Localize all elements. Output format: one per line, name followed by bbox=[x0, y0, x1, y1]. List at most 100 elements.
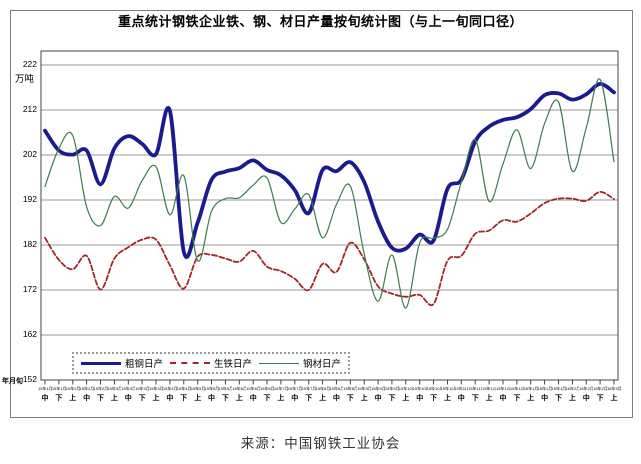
x-month-label: 15年9月 bbox=[384, 386, 399, 391]
x-period-label: 下 bbox=[305, 395, 313, 402]
legend-entry-钢材日产: 钢材日产 bbox=[258, 356, 341, 370]
x-period-label: 上 bbox=[235, 395, 243, 402]
legend-label: 粗钢日产 bbox=[124, 359, 163, 370]
x-month-label: 15年2月 bbox=[93, 386, 108, 391]
chart-title: 重点统计钢铁企业铁、钢、材日产量按旬统计图（与上一旬同口径） bbox=[117, 14, 523, 29]
x-period-label: 上 bbox=[319, 395, 327, 402]
x-period-label: 下 bbox=[138, 395, 146, 402]
x-month-label: 15年6月 bbox=[260, 386, 274, 391]
x-period-label: 上 bbox=[277, 395, 285, 402]
x-month-label: 15年12月 bbox=[482, 386, 496, 391]
x-month-label: 15年8月 bbox=[343, 386, 358, 391]
series-lines bbox=[43, 78, 616, 309]
x-month-label: 15年12月 bbox=[509, 386, 524, 391]
x-period-label: 上 bbox=[69, 395, 77, 402]
x-month-label: 15年2月 bbox=[65, 386, 80, 391]
x-month-label: 15年7月 bbox=[273, 386, 288, 391]
y-tick-label-162: 162 bbox=[22, 329, 37, 339]
x-month-label: 15年3月 bbox=[107, 386, 122, 391]
series-line-钢材日产 bbox=[44, 78, 615, 309]
legend-entry-生铁日产: 生铁日产 bbox=[169, 356, 252, 370]
x-period-label: 下 bbox=[346, 395, 354, 402]
x-period-label: 中 bbox=[416, 395, 424, 402]
x-period-label: 上 bbox=[360, 395, 368, 402]
x-period-label: 下 bbox=[596, 395, 604, 402]
x-month-label: 15年7月 bbox=[301, 386, 316, 391]
x-month-label: 15年2月 bbox=[79, 386, 94, 391]
y-tick-label-152: 152 bbox=[22, 374, 37, 384]
y-tick-label-192: 192 bbox=[22, 194, 37, 204]
x-period-label: 中 bbox=[208, 395, 215, 402]
y-tick-label-182: 182 bbox=[22, 239, 37, 249]
x-month-label: 16年3月 bbox=[607, 386, 621, 391]
x-month-label: 15年5月 bbox=[204, 386, 219, 391]
legend-label: 钢材日产 bbox=[302, 359, 341, 370]
legend-swatch-icon bbox=[80, 361, 121, 365]
x-month-label: 15年4月 bbox=[176, 386, 191, 391]
legend-label: 生铁日产 bbox=[213, 359, 252, 370]
x-period-label: 中 bbox=[83, 395, 91, 402]
x-month-label: 15年4月 bbox=[162, 386, 177, 391]
x-month-label: 15年8月 bbox=[329, 386, 344, 391]
x-month-label: 15年5月 bbox=[190, 386, 205, 391]
x-month-label: 16年2月 bbox=[579, 386, 594, 391]
x-period-label: 中 bbox=[582, 395, 590, 402]
x-period-label: 中 bbox=[541, 395, 549, 402]
x-period-label: 中 bbox=[41, 395, 49, 402]
x-month-label: 16年1月 bbox=[523, 386, 538, 391]
x-period-label: 上 bbox=[402, 395, 410, 402]
legend-box: 粗钢日产 生铁日产 钢材日产 bbox=[72, 352, 350, 374]
x-month-label: 15年3月 bbox=[121, 386, 136, 391]
x-month-label: 15年6月 bbox=[246, 386, 261, 391]
x-axis-corner-label: 年月旬 bbox=[2, 378, 23, 385]
x-period-label: 上 bbox=[485, 395, 493, 402]
x-period-label: 下 bbox=[555, 395, 562, 402]
x-month-label: 16年1月 bbox=[537, 386, 552, 391]
x-period-label: 上 bbox=[152, 395, 160, 402]
x-period-label: 下 bbox=[471, 395, 479, 402]
x-month-label: 15年12月 bbox=[496, 386, 510, 391]
plot-border bbox=[40, 50, 619, 381]
x-period-label: 中 bbox=[166, 395, 174, 402]
series-line-粗钢日产 bbox=[43, 82, 616, 259]
x-period-label: 上 bbox=[527, 395, 535, 402]
y-tick-label-222: 222 bbox=[22, 59, 37, 69]
x-period-label: 中 bbox=[499, 395, 507, 402]
x-period-label: 上 bbox=[610, 395, 618, 402]
x-period-label: 中 bbox=[374, 395, 382, 402]
y-tick-label-172: 172 bbox=[22, 284, 37, 294]
gridlines bbox=[41, 64, 618, 381]
x-period-label: 下 bbox=[55, 395, 63, 402]
x-month-label: 15年11月 bbox=[440, 386, 455, 391]
x-period-label: 中 bbox=[291, 395, 299, 402]
x-axis-ticks bbox=[44, 380, 615, 385]
x-month-label: 16年2月 bbox=[593, 386, 608, 391]
x-period-label: 下 bbox=[221, 395, 229, 402]
x-month-label: 15年7月 bbox=[287, 386, 302, 391]
legend-swatch-icon bbox=[258, 362, 299, 364]
x-period-label: 上 bbox=[110, 395, 118, 402]
x-month-label: 15年11月 bbox=[454, 386, 468, 391]
x-period-label: 上 bbox=[568, 395, 576, 402]
x-period-label: 下 bbox=[263, 395, 271, 402]
x-month-label: 15年4月 bbox=[149, 386, 163, 391]
x-month-label: 15年8月 bbox=[315, 386, 330, 391]
x-month-label: 15年11月 bbox=[468, 386, 482, 391]
x-month-label: 15年5月 bbox=[218, 386, 233, 391]
y-axis-unit-label: 万吨 bbox=[15, 74, 35, 85]
x-period-label: 下 bbox=[430, 395, 438, 402]
x-period-label: 中 bbox=[457, 395, 465, 402]
x-period-label: 中 bbox=[249, 395, 257, 402]
x-period-label: 中 bbox=[124, 395, 132, 402]
x-period-label: 下 bbox=[180, 395, 188, 402]
y-tick-label-202: 202 bbox=[22, 149, 37, 159]
x-period-label: 上 bbox=[444, 395, 451, 402]
x-month-label: 15年1月 bbox=[38, 386, 52, 391]
source-caption: 来源：中国钢铁工业协会 bbox=[240, 436, 401, 451]
x-period-label: 上 bbox=[194, 395, 202, 402]
x-month-label: 15年10月 bbox=[398, 386, 413, 391]
x-month-label: 15年9月 bbox=[371, 386, 386, 391]
x-month-label: 15年9月 bbox=[357, 386, 372, 391]
